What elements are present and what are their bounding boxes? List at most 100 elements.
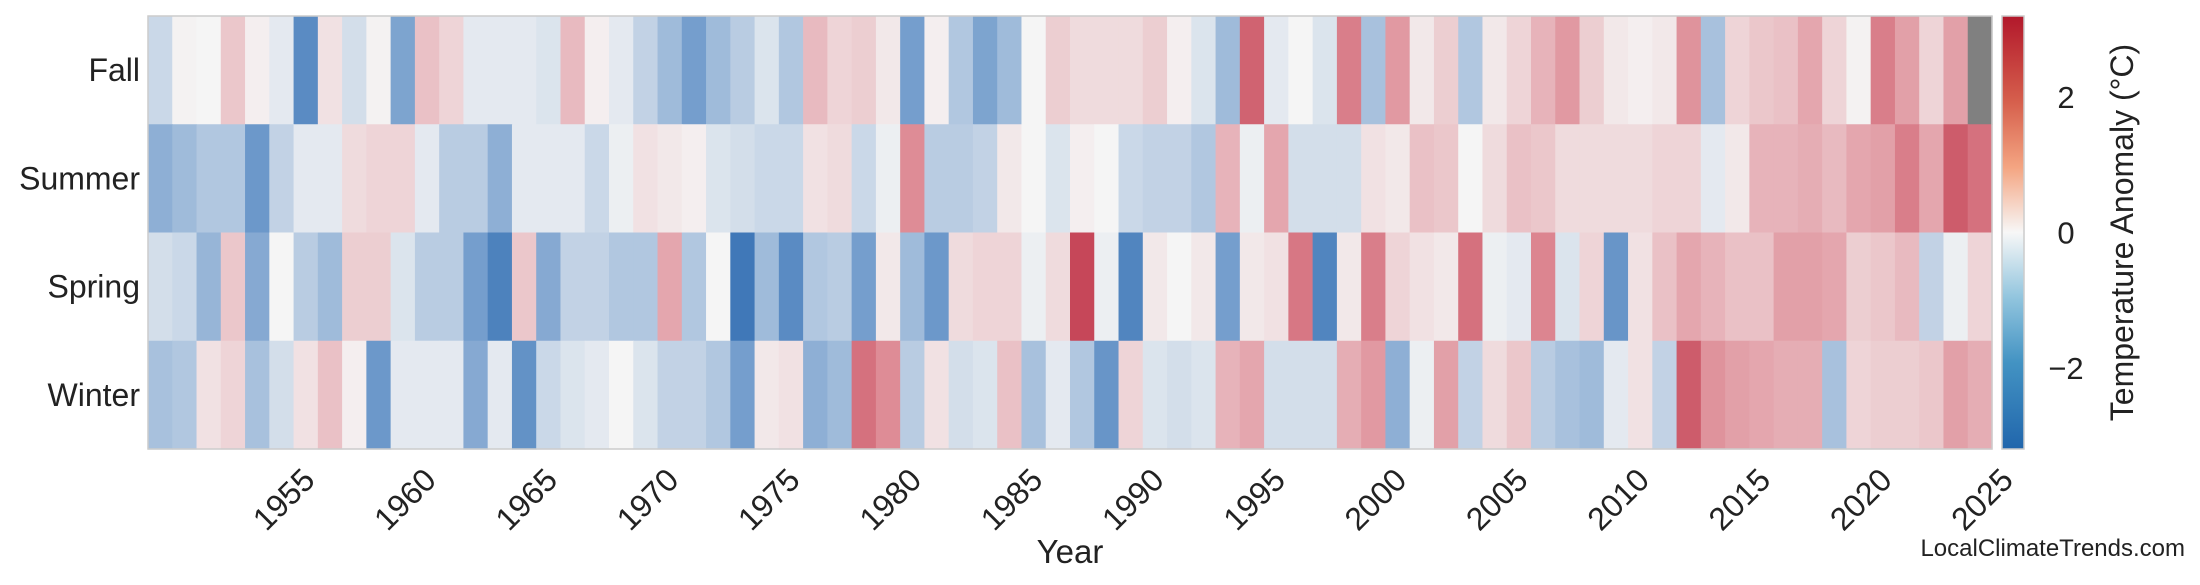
row-label-fall: Fall <box>88 52 140 88</box>
heatmap-cell-winter-1995 <box>1239 340 1265 450</box>
row-label-winter: Winter <box>48 377 141 413</box>
heatmap-cell-spring-2008 <box>1555 232 1581 342</box>
heatmap-cell-winter-1986 <box>1021 340 1047 450</box>
heatmap-cell-winter-1967 <box>560 340 586 450</box>
heatmap-cell-summer-1981 <box>900 124 926 234</box>
heatmap-cell-summer-1987 <box>1045 124 1071 234</box>
heatmap-cell-winter-2023 <box>1919 340 1945 450</box>
heatmap-cell-spring-2009 <box>1579 232 1605 342</box>
heatmap-cell-winter-2014 <box>1700 340 1726 450</box>
heatmap-cell-summer-1988 <box>1070 124 1095 234</box>
heatmap-cell-winter-1978 <box>827 340 853 450</box>
heatmap-cell-winter-2015 <box>1725 340 1750 450</box>
heatmap-cell-summer-1998 <box>1312 124 1338 234</box>
heatmap-cell-winter-2010 <box>1603 340 1629 450</box>
heatmap-cell-fall-1959 <box>366 16 392 125</box>
heatmap-cell-summer-1952 <box>196 124 222 234</box>
heatmap-cell-spring-1970 <box>633 232 659 342</box>
heatmap-cell-spring-1973 <box>706 232 731 342</box>
heatmap-cell-spring-1987 <box>1045 232 1071 342</box>
heatmap-cell-summer-2017 <box>1773 124 1799 234</box>
heatmap-cell-summer-1956 <box>293 124 319 234</box>
heatmap-cell-spring-1968 <box>584 232 610 342</box>
heatmap-cell-winter-1974 <box>730 340 756 450</box>
plot-frame <box>147 15 1993 450</box>
heatmap-cell-winter-2009 <box>1579 340 1605 450</box>
heatmap-cell-winter-1999 <box>1336 340 1362 450</box>
heatmap-cell-winter-1953 <box>220 340 246 450</box>
heatmap-cell-winter-1998 <box>1312 340 1338 450</box>
heatmap-cell-spring-1957 <box>317 232 343 342</box>
heatmap-cell-winter-1979 <box>851 340 877 450</box>
heatmap-cell-winter-1981 <box>900 340 926 450</box>
heatmap-cells <box>148 16 1993 450</box>
heatmap-cell-summer-1986 <box>1021 124 1047 234</box>
heatmap-cell-winter-1970 <box>633 340 659 450</box>
heatmap-cell-summer-2023 <box>1919 124 1945 234</box>
heatmap-cell-fall-2005 <box>1482 16 1508 125</box>
heatmap-cell-fall-1968 <box>584 16 610 125</box>
heatmap-cell-spring-1978 <box>827 232 853 342</box>
heatmap-cell-fall-1951 <box>172 16 198 125</box>
heatmap-cell-fall-1987 <box>1045 16 1071 125</box>
heatmap-cell-winter-1997 <box>1288 340 1314 450</box>
heatmap-cell-winter-1957 <box>317 340 343 450</box>
heatmap-cell-fall-1964 <box>487 16 513 125</box>
heatmap-cell-summer-1971 <box>657 124 683 234</box>
heatmap-cell-fall-2010 <box>1603 16 1629 125</box>
heatmap-cell-summer-2021 <box>1870 124 1896 234</box>
heatmap-cell-spring-1972 <box>681 232 707 342</box>
heatmap-cell-spring-1958 <box>342 232 367 342</box>
heatmap-cell-fall-2012 <box>1652 16 1678 125</box>
heatmap-cell-spring-1992 <box>1167 232 1192 342</box>
heatmap-cell-winter-1952 <box>196 340 222 450</box>
heatmap-cell-fall-1995 <box>1239 16 1265 125</box>
heatmap-cell-winter-1994 <box>1215 340 1241 450</box>
heatmap-cell-winter-1976 <box>778 340 804 450</box>
heatmap-cell-winter-1993 <box>1191 340 1217 450</box>
heatmap-cell-winter-1950 <box>148 340 173 450</box>
heatmap-cell-fall-1984 <box>972 16 998 125</box>
heatmap-cell-fall-1991 <box>1142 16 1168 125</box>
heatmap-cell-summer-1969 <box>609 124 634 234</box>
heatmap-cell-summer-2015 <box>1725 124 1750 234</box>
colorbar-title: Temperature Anomaly (°C) <box>2104 44 2140 421</box>
heatmap-cell-fall-2020 <box>1846 16 1872 125</box>
heatmap-cell-fall-1985 <box>997 16 1023 125</box>
heatmap-cell-spring-1988 <box>1070 232 1095 342</box>
heatmap-cell-fall-1983 <box>948 16 974 125</box>
heatmap-cell-summer-1955 <box>269 124 295 234</box>
heatmap-cell-fall-1966 <box>536 16 562 125</box>
heatmap-cell-summer-1989 <box>1094 124 1120 234</box>
heatmap-cell-winter-2012 <box>1652 340 1678 450</box>
heatmap-cell-fall-1967 <box>560 16 586 125</box>
heatmap-cell-summer-1965 <box>511 124 537 234</box>
heatmap-cell-summer-1961 <box>414 124 440 234</box>
heatmap-cell-spring-2005 <box>1482 232 1508 342</box>
heatmap-cell-summer-2025 <box>1967 124 1993 234</box>
heatmap-cell-summer-1990 <box>1118 124 1144 234</box>
heatmap-cell-winter-1983 <box>948 340 974 450</box>
heatmap-cell-summer-1975 <box>754 124 780 234</box>
heatmap-cell-winter-1955 <box>269 340 295 450</box>
heatmap-cell-fall-2023 <box>1919 16 1945 125</box>
heatmap-cell-spring-2020 <box>1846 232 1872 342</box>
heatmap-cell-winter-1959 <box>366 340 392 450</box>
heatmap-cell-spring-2017 <box>1773 232 1799 342</box>
heatmap-cell-summer-1954 <box>245 124 270 234</box>
heatmap-cell-spring-1979 <box>851 232 877 342</box>
heatmap-cell-spring-2000 <box>1361 232 1387 342</box>
heatmap-cell-summer-2002 <box>1409 124 1435 234</box>
heatmap-cell-winter-1973 <box>706 340 731 450</box>
heatmap-cell-summer-1958 <box>342 124 367 234</box>
heatmap-cell-spring-2024 <box>1943 232 1969 342</box>
heatmap-cell-summer-2022 <box>1894 124 1920 234</box>
heatmap-cell-summer-2001 <box>1385 124 1411 234</box>
heatmap-cell-spring-1971 <box>657 232 683 342</box>
heatmap-cell-spring-1995 <box>1239 232 1265 342</box>
heatmap-cell-summer-1967 <box>560 124 586 234</box>
heatmap-cell-fall-1971 <box>657 16 683 125</box>
heatmap-cell-spring-1960 <box>390 232 416 342</box>
heatmap-cell-summer-1991 <box>1142 124 1168 234</box>
heatmap-cell-spring-2011 <box>1628 232 1653 342</box>
